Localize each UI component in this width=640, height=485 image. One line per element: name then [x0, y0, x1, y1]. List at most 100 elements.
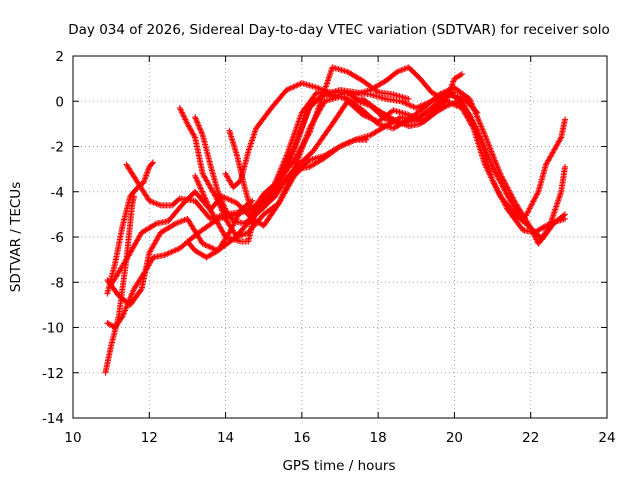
data-point [467, 97, 474, 104]
data-point [475, 116, 482, 123]
data-point [420, 101, 427, 108]
data-point [239, 231, 246, 238]
data-point [220, 202, 227, 209]
data-point [491, 181, 498, 188]
data-point [194, 121, 201, 128]
data-point [477, 136, 484, 143]
x-tick-label: 18 [370, 430, 387, 446]
data-point [460, 101, 467, 108]
series-track-1 [102, 193, 138, 376]
data-point [528, 226, 535, 233]
data-point [475, 117, 482, 124]
x-tick-label: 20 [446, 430, 463, 446]
data-point [144, 169, 151, 176]
data-point [286, 176, 293, 183]
data-point [467, 115, 474, 122]
data-point [343, 140, 350, 147]
data-point [142, 173, 149, 180]
data-point [489, 151, 496, 158]
data-point [236, 232, 243, 239]
x-tick-label: 22 [522, 430, 539, 446]
data-point [307, 128, 314, 135]
data-point [208, 244, 215, 251]
data-point [398, 67, 405, 74]
data-point [178, 107, 185, 114]
data-point [406, 101, 413, 108]
data-point [144, 168, 151, 175]
data-point [291, 147, 298, 154]
y-tick-label: -14 [42, 411, 64, 427]
data-point [316, 102, 323, 109]
data-point [495, 190, 502, 197]
data-point [219, 198, 226, 205]
data-point [290, 83, 297, 90]
data-point [492, 158, 499, 165]
data-point [528, 201, 535, 208]
data-point [307, 127, 314, 134]
data-point [474, 127, 481, 134]
data-point [443, 98, 450, 105]
data-point [141, 178, 148, 185]
data-point [142, 175, 149, 182]
data-point [220, 211, 227, 218]
data-point [306, 129, 313, 136]
data-point [493, 184, 500, 191]
data-point [490, 165, 497, 172]
data-point [152, 221, 159, 228]
data-point [464, 108, 471, 115]
data-point [197, 128, 204, 135]
data-point [165, 250, 172, 257]
data-point [447, 100, 454, 107]
data-point [291, 145, 298, 152]
data-point [476, 119, 483, 126]
y-tick-label: 0 [55, 94, 64, 110]
data-point [119, 313, 126, 320]
data-point [472, 110, 479, 117]
data-point [312, 112, 319, 119]
data-point [293, 141, 300, 148]
data-point [232, 216, 239, 223]
data-point [471, 107, 478, 114]
data-point [284, 164, 291, 171]
data-point [118, 314, 125, 321]
data-point [145, 165, 152, 172]
data-point [172, 247, 179, 254]
data-point [401, 66, 408, 73]
data-point [522, 212, 529, 219]
data-point [200, 191, 207, 198]
data-point [527, 204, 534, 211]
data-point [284, 163, 291, 170]
data-point [290, 148, 297, 155]
data-point [488, 162, 495, 169]
data-point [494, 163, 501, 170]
data-point [292, 128, 299, 135]
data-point [452, 101, 459, 108]
x-tick-label: 16 [293, 430, 310, 446]
data-point [469, 103, 476, 110]
data-point [393, 117, 400, 124]
y-tick-label: 2 [55, 49, 64, 65]
data-point [197, 184, 204, 191]
data-point [194, 119, 201, 126]
data-point [294, 82, 301, 89]
data-point [478, 124, 485, 131]
data-point [285, 178, 292, 185]
data-point [495, 175, 502, 182]
data-point [488, 148, 495, 155]
data-point [292, 142, 299, 149]
data-point [282, 167, 289, 174]
data-point [147, 198, 154, 205]
data-point [277, 197, 284, 204]
data-point [487, 159, 494, 166]
data-point [467, 98, 474, 105]
data-point [442, 97, 449, 104]
data-point [154, 201, 161, 208]
data-point [287, 85, 294, 92]
data-point [496, 176, 503, 183]
data-point [470, 120, 477, 127]
data-point [487, 145, 494, 152]
data-point [297, 114, 304, 121]
data-point [204, 201, 211, 208]
data-point [292, 144, 299, 151]
data-point [427, 98, 434, 105]
